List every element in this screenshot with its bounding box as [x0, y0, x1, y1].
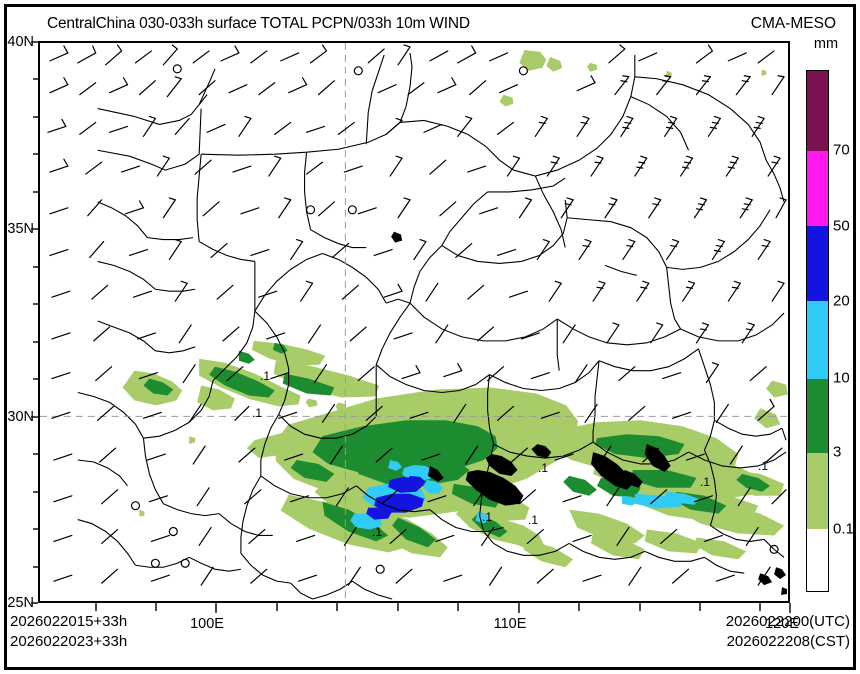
footer-valid-time-cst: 2026022208(CST)	[726, 633, 850, 650]
colorbar-tick-10: 10	[833, 369, 850, 387]
map-canvas: .1 .1 .1 .1 .1 .1 .1 .1 .1	[40, 43, 788, 601]
contour-label: .1	[252, 406, 263, 420]
colorbar-band-20-50	[807, 226, 828, 301]
lat-label-25n: 25N	[7, 595, 34, 611]
colorbar-tick-50: 50	[833, 217, 850, 235]
colorbar-tick-3: 3	[833, 443, 842, 461]
colorbar-band-3-10	[807, 379, 828, 453]
footer-init-time-cst: 2026022023+33h	[10, 633, 128, 650]
map-graphic	[40, 43, 788, 601]
lon-label-120e: 120E	[765, 616, 799, 632]
wind-barbs	[47, 44, 787, 586]
footer-init-time-utc: 2026022015+33h	[10, 613, 128, 630]
province-boundaries	[77, 52, 787, 600]
precip-band-blue	[366, 475, 426, 520]
contour-label: .1	[700, 475, 711, 489]
contour-label: .1	[372, 525, 383, 539]
colorbar-tick-0.1: 0.1	[833, 520, 854, 538]
contour-label: .1	[538, 461, 549, 475]
colorbar-band-gt70	[807, 71, 828, 151]
grid-lines	[40, 43, 788, 601]
colorbar-unit-label: mm	[813, 36, 839, 52]
contour-label: .1	[758, 459, 769, 473]
colorbar-band-50-70	[807, 151, 828, 226]
colorbar-band-0.1-3	[807, 453, 828, 529]
colorbar-tick-20: 20	[833, 292, 850, 310]
contour-label: .1	[528, 513, 539, 527]
footer-valid-time-utc: 2026022200(UTC)	[725, 613, 850, 630]
colorbar-band-lt0.1	[807, 529, 828, 590]
colorbar-tick-70: 70	[833, 141, 850, 159]
lon-label-100e: 100E	[190, 616, 224, 632]
model-label: CMA-MESO	[750, 15, 836, 32]
colorbar[interactable]	[806, 70, 829, 592]
contour-label: .1	[482, 510, 493, 524]
page-title: CentralChina 030-033h surface TOTAL PCPN…	[47, 15, 470, 32]
contour-label: .1	[612, 471, 623, 485]
map-plot-area[interactable]: .1 .1 .1 .1 .1 .1 .1 .1 .1	[38, 41, 790, 603]
contour-label: .1	[260, 369, 271, 383]
lon-label-110e: 110E	[493, 616, 527, 632]
lat-label-30n: 30N	[7, 409, 34, 425]
lat-label-40n: 40N	[7, 34, 34, 50]
calm-wind-symbols	[130, 64, 779, 574]
lat-label-35n: 35N	[7, 221, 34, 237]
water-bodies	[391, 231, 788, 596]
colorbar-band-10-20	[807, 301, 828, 379]
